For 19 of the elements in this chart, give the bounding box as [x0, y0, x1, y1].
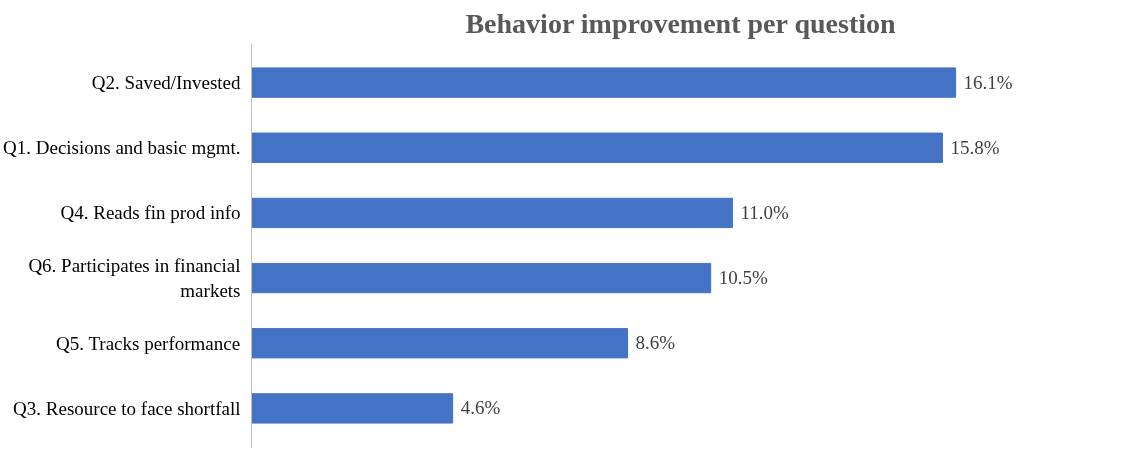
bar — [251, 328, 629, 359]
y-tick-label: Q2. Saved/Invested — [91, 72, 241, 94]
data-label: 8.6% — [635, 332, 676, 354]
y-tick-label: Q3. Resource to face shortfall — [13, 397, 241, 419]
bar — [251, 197, 734, 229]
data-label: 15.8% — [950, 136, 1000, 158]
bar — [251, 67, 957, 98]
data-label: 4.6% — [460, 397, 501, 419]
y-tick-label: Q4. Reads fin prod info — [60, 202, 241, 224]
y-tick-label: Q6. Participates in financial markets — [28, 254, 241, 302]
data-label: 16.1% — [963, 71, 1013, 93]
bar — [251, 393, 454, 424]
y-tick-label: Q1. Decisions and basic mgmt. — [3, 137, 241, 159]
y-tick-label: Q5. Tracks performance — [56, 332, 241, 354]
chart-title: Behavior improvement per question — [465, 7, 896, 39]
bar — [251, 132, 943, 163]
data-label: 10.5% — [718, 267, 768, 289]
data-label: 11.0% — [740, 201, 790, 223]
bar — [251, 262, 712, 294]
